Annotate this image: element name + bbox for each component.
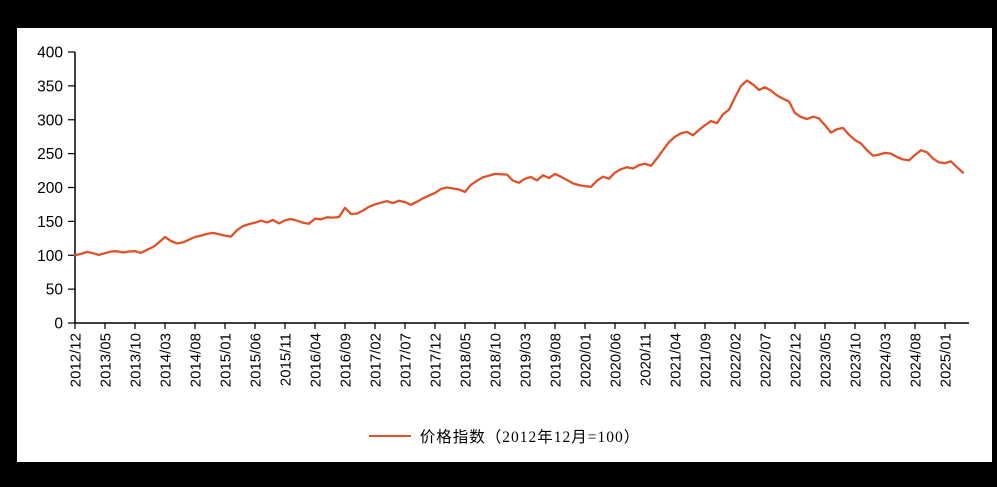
legend-line-swatch: [368, 434, 411, 438]
y-axis-label: 350: [37, 78, 63, 95]
y-axis-label: 50: [46, 282, 64, 299]
x-axis-label: 2019/08: [548, 333, 565, 387]
x-axis-label: 2023/05: [818, 333, 835, 387]
x-axis-label: 2020/01: [578, 333, 595, 387]
y-axis-label: 250: [37, 146, 63, 163]
legend-label: 价格指数（2012年12月=100）: [419, 429, 641, 446]
x-axis-label: 2021/04: [668, 333, 685, 387]
x-axis-label: 2013/05: [98, 333, 115, 387]
x-axis-label: 2013/10: [128, 333, 145, 387]
x-axis-label: 2016/09: [338, 333, 355, 387]
x-axis-label: 2020/06: [608, 333, 625, 387]
x-axis-label: 2015/11: [278, 333, 295, 386]
y-axis-label: 200: [37, 180, 63, 197]
x-axis-label: 2022/07: [758, 333, 775, 387]
x-axis-label: 2017/02: [368, 333, 385, 387]
x-axis-label: 2022/02: [728, 333, 745, 387]
x-axis-label: 2018/10: [488, 333, 505, 387]
y-axis-label: 0: [54, 316, 63, 333]
x-axis-label: 2021/09: [698, 333, 715, 387]
legend: 价格指数（2012年12月=100）: [17, 424, 992, 448]
x-axis-label: 2023/10: [848, 333, 865, 387]
y-axis-label: 400: [37, 45, 63, 62]
y-axis-label: 150: [37, 214, 63, 231]
x-axis-label: 2012/12: [68, 333, 85, 387]
x-axis-label: 2024/03: [878, 333, 895, 387]
x-axis-label: 2015/01: [218, 333, 235, 387]
x-axis-label: 2018/05: [458, 333, 475, 387]
x-axis-label: 2014/03: [158, 333, 175, 387]
x-axis-label: 2020/11: [638, 333, 655, 386]
x-axis-label: 2024/08: [908, 333, 925, 387]
price-index-line: [73, 79, 965, 257]
chart-panel: [17, 28, 992, 462]
x-axis-label: 2019/03: [518, 333, 535, 387]
x-axis-label: 2022/12: [788, 333, 805, 387]
y-axis-label: 300: [37, 112, 63, 129]
x-axis-label: 2025/01: [938, 333, 955, 387]
x-axis-label: 2017/07: [398, 333, 415, 387]
x-axis-label: 2016/04: [308, 333, 325, 387]
x-axis-label: 2015/06: [248, 333, 265, 387]
x-axis-label: 2017/12: [428, 333, 445, 387]
y-axis-label: 100: [37, 248, 63, 265]
x-axis-label: 2014/08: [188, 333, 205, 387]
